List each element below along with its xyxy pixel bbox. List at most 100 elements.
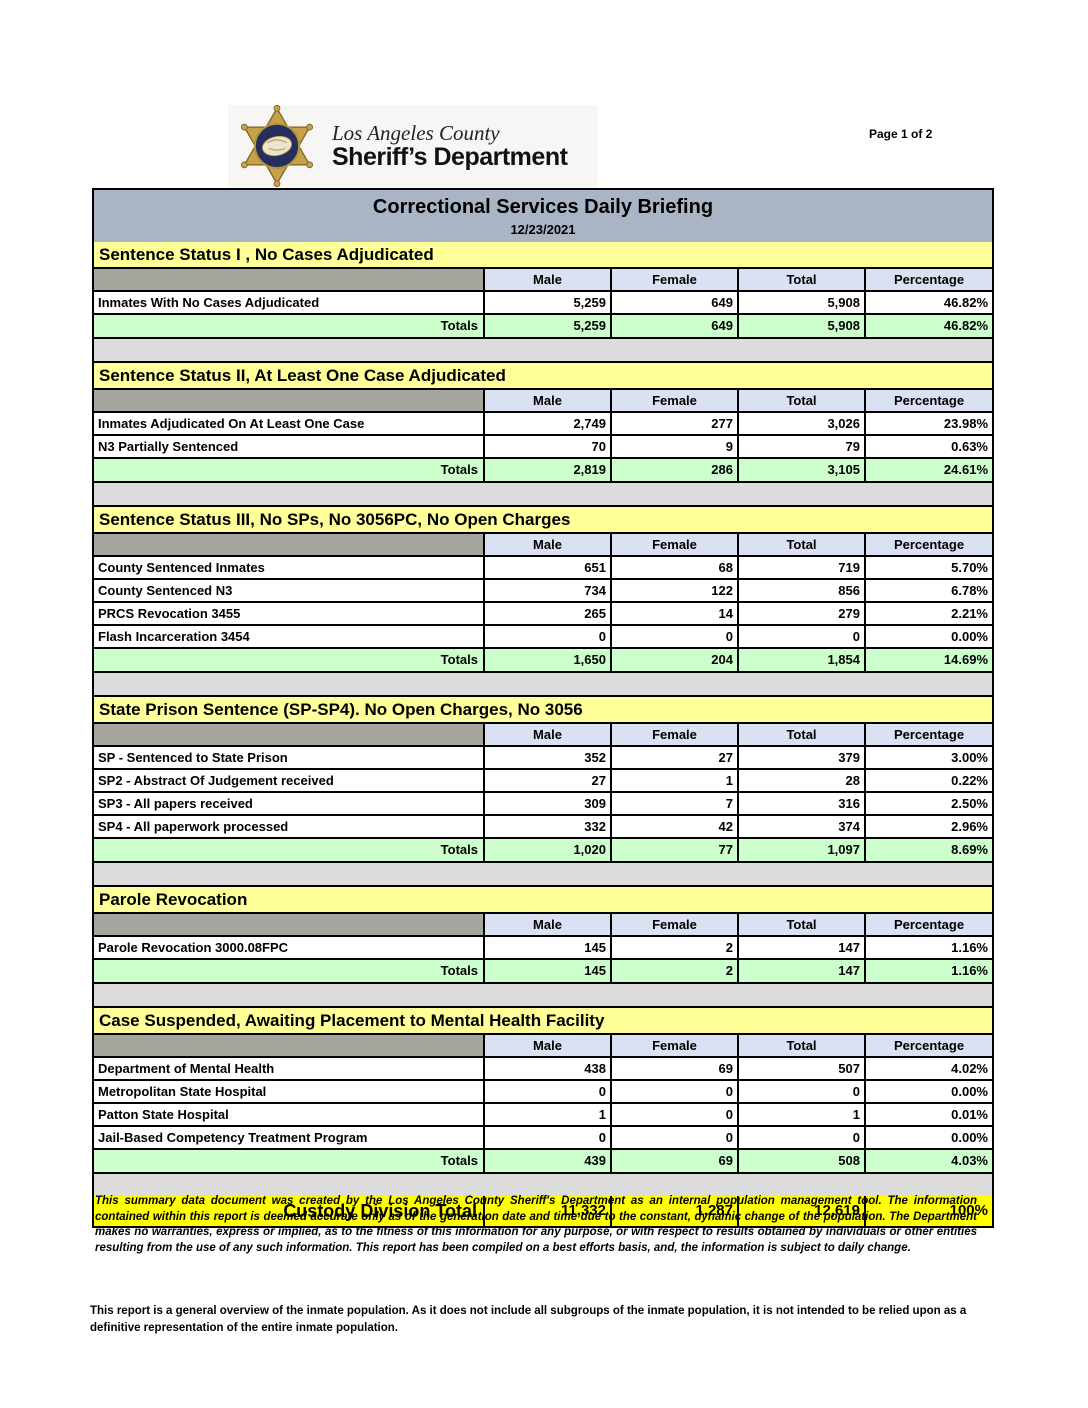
grand-total-total: 12,619 [737,1196,864,1226]
section-3-column-header: Male Female Total Percentage [94,722,992,745]
section-0-column-header: Male Female Total Percentage [94,267,992,290]
section-5-row-3: Jail-Based Competency Treatment Program 0… [94,1125,992,1148]
section-5-column-header-cell-2: Female [610,1035,737,1056]
section-5-row-2-cell-1: 1 [483,1104,610,1125]
section-2-row-0-cell-3: 719 [737,557,864,578]
section-5-row-1-cell-1: 0 [483,1081,610,1102]
section-5-totals-row-cell-1: 439 [483,1150,610,1172]
section-2-row-3-cell-4: 0.00% [864,626,992,647]
section-5-row-0-cell-1: 438 [483,1058,610,1079]
section-3-totals-row-cell-1: 1,020 [483,839,610,861]
section-3-column-header-cell-1: Male [483,724,610,745]
section-0-totals-row-cell-0: Totals [94,315,483,337]
daily-briefing-table: Correctional Services Daily Briefing 12/… [92,188,994,1228]
section-3-title: State Prison Sentence (SP-SP4). No Open … [94,697,992,722]
section-5-row-1: Metropolitan State Hospital 0 0 0 0.00% [94,1079,992,1102]
section-3-row-1-cell-1: 27 [483,770,610,791]
section-3-row-0: SP - Sentenced to State Prison 352 27 379 3.… [94,745,992,768]
grand-total-male: 11,332 [483,1196,610,1226]
section-5-row-2-cell-0: Patton State Hospital [94,1104,483,1125]
section-5-row-1-cell-3: 0 [737,1081,864,1102]
section-3-row-2-cell-2: 7 [610,793,737,814]
section-1-row-0-cell-2: 277 [610,413,737,434]
section-3-totals-row-cell-2: 77 [610,839,737,861]
spacer-cell [94,673,992,695]
section-5-row-0-cell-4: 4.02% [864,1058,992,1079]
section-2-totals-row-cell-3: 1,854 [737,649,864,671]
section-4-header-row: Parole Revocation [94,885,992,912]
section-1-totals-row: Totals 2,819 286 3,105 24.61% [94,457,992,481]
section-spacer [94,982,992,1006]
section-1-column-header-cell-3: Total [737,390,864,411]
grand-total-percentage: 100% [864,1196,992,1226]
section-2-row-0-cell-2: 68 [610,557,737,578]
section-1-row-1-cell-2: 9 [610,436,737,457]
section-1-row-0-cell-1: 2,749 [483,413,610,434]
section-0-totals-row-cell-2: 649 [610,315,737,337]
spacer-cell [94,1174,992,1196]
section-4-row-0-cell-2: 2 [610,937,737,958]
page-number-label: Page 1 of 2 [869,127,933,141]
section-1-row-0-cell-3: 3,026 [737,413,864,434]
section-3-column-header-cell-2: Female [610,724,737,745]
section-3-row-0-cell-1: 352 [483,747,610,768]
section-3-totals-row-cell-3: 1,097 [737,839,864,861]
section-1-row-0-cell-4: 23.98% [864,413,992,434]
section-5-title: Case Suspended, Awaiting Placement to Me… [94,1008,992,1033]
section-3-row-0-cell-4: 3.00% [864,747,992,768]
section-1-totals-row-cell-3: 3,105 [737,459,864,481]
section-3-row-3: SP4 - All paperwork processed 332 42 374 2.9… [94,814,992,837]
section-3-row-1-cell-2: 1 [610,770,737,791]
section-5-row-2-cell-2: 0 [610,1104,737,1125]
section-2-row-3-cell-0: Flash Incarceration 3454 [94,626,483,647]
section-4-totals-row: Totals 145 2 147 1.16% [94,958,992,982]
section-4-column-header-cell-1: Male [483,914,610,935]
section-1-column-header-cell-2: Female [610,390,737,411]
section-2-column-header: Male Female Total Percentage [94,532,992,555]
section-2-row-2-cell-2: 14 [610,603,737,624]
section-3-totals-row-cell-0: Totals [94,839,483,861]
section-0-column-header-cell-3: Total [737,269,864,290]
section-4-title: Parole Revocation [94,887,992,912]
section-0-totals-row-cell-4: 46.82% [864,315,992,337]
section-3-row-2-cell-1: 309 [483,793,610,814]
spacer-cell [94,863,992,885]
section-4-row-0-cell-4: 1.16% [864,937,992,958]
section-5-row-0-cell-2: 69 [610,1058,737,1079]
section-1-totals-row-cell-2: 286 [610,459,737,481]
section-5-column-header: Male Female Total Percentage [94,1033,992,1056]
section-5-row-3-cell-4: 0.00% [864,1127,992,1148]
section-2-row-1-cell-2: 122 [610,580,737,601]
section-0-totals-row-cell-1: 5,259 [483,315,610,337]
section-5-row-2-cell-4: 0.01% [864,1104,992,1125]
section-3-row-3-cell-4: 2.96% [864,816,992,837]
section-0-totals-row: Totals 5,259 649 5,908 46.82% [94,313,992,337]
section-2-row-1-cell-0: County Sentenced N3 [94,580,483,601]
section-1-row-1-cell-1: 70 [483,436,610,457]
section-3-row-1-cell-4: 0.22% [864,770,992,791]
section-4-totals-row-cell-2: 2 [610,960,737,982]
section-4-column-header-cell-3: Total [737,914,864,935]
section-5-column-header-cell-0 [94,1035,483,1056]
section-spacer [94,1172,992,1196]
section-4-column-header-cell-4: Percentage [864,914,992,935]
section-2-column-header-cell-2: Female [610,534,737,555]
section-1-row-1-cell-0: N3 Partially Sentenced [94,436,483,457]
section-2-row-0-cell-4: 5.70% [864,557,992,578]
section-1-totals-row-cell-1: 2,819 [483,459,610,481]
section-5-row-3-cell-2: 0 [610,1127,737,1148]
section-4-totals-row-cell-0: Totals [94,960,483,982]
section-2-row-3-cell-1: 0 [483,626,610,647]
section-1-column-header-cell-4: Percentage [864,390,992,411]
section-5-totals-row-cell-3: 508 [737,1150,864,1172]
section-2-row-0: County Sentenced Inmates 651 68 719 5.70% [94,555,992,578]
section-3-column-header-cell-4: Percentage [864,724,992,745]
section-1-row-0-cell-0: Inmates Adjudicated On At Least One Case [94,413,483,434]
section-2-header-row: Sentence Status III, No SPs, No 3056PC, … [94,505,992,532]
section-2-column-header-cell-3: Total [737,534,864,555]
section-4-column-header-cell-0 [94,914,483,935]
section-0-title: Sentence Status I , No Cases Adjudicated [94,242,992,267]
section-1-row-0: Inmates Adjudicated On At Least One Case… [94,411,992,434]
section-5-totals-row: Totals 439 69 508 4.03% [94,1148,992,1172]
section-5-row-0: Department of Mental Health 438 69 507 4.02% [94,1056,992,1079]
